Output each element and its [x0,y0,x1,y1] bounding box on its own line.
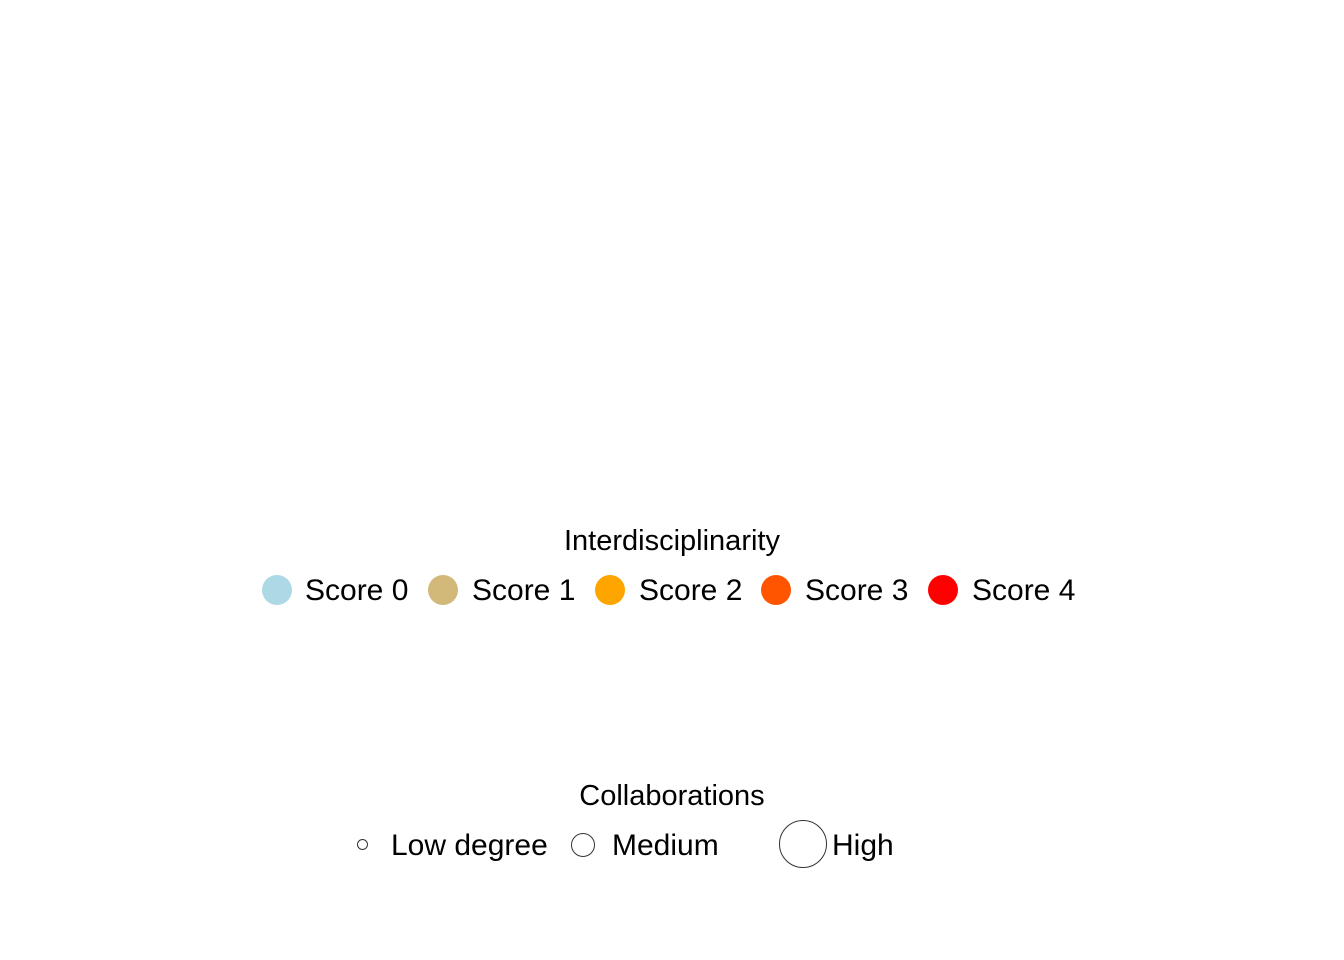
score-1-swatch [428,575,458,605]
score-4-label: Score 4 [972,574,1076,607]
low-degree-circle-icon [357,839,368,850]
low-degree-label: Low degree [391,829,548,862]
score-0-swatch [262,575,292,605]
collaborations-legend-title: Collaborations [579,780,765,812]
score-0-label: Score 0 [305,574,409,607]
score-4-swatch [928,575,958,605]
score-2-swatch [595,575,625,605]
collaborations-legend: Low degree Medium High [0,814,1344,874]
interdisciplinarity-legend-title: Interdisciplinarity [564,525,780,557]
score-3-label: Score 3 [805,574,909,607]
score-1-label: Score 1 [472,574,576,607]
interdisciplinarity-legend: Score 0 Score 1 Score 2 Score 3 Score 4 [0,560,1344,620]
medium-circle-icon [571,833,595,857]
medium-label: Medium [612,829,719,862]
high-label: High [832,829,894,862]
high-circle-icon [779,820,827,868]
score-2-label: Score 2 [639,574,743,607]
score-3-swatch [761,575,791,605]
